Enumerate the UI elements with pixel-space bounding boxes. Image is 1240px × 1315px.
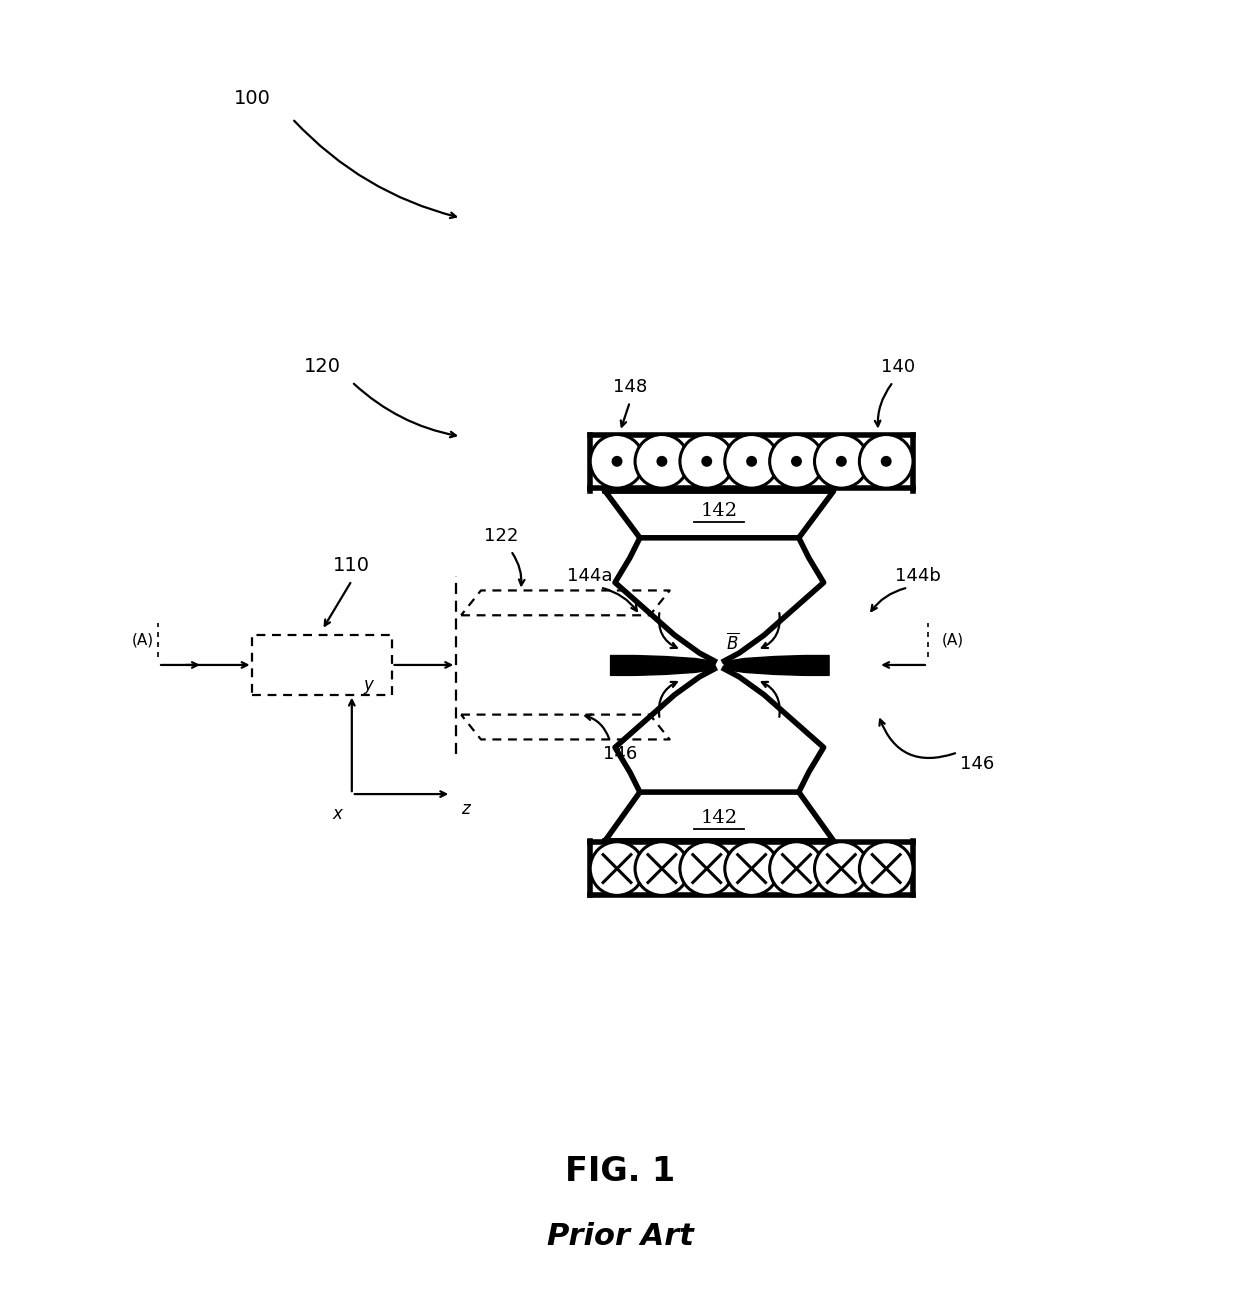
Circle shape: [635, 434, 688, 488]
Circle shape: [725, 434, 779, 488]
Text: 146: 146: [961, 755, 994, 773]
Circle shape: [680, 434, 734, 488]
Text: 144a: 144a: [568, 567, 613, 585]
Polygon shape: [461, 714, 670, 739]
Text: (A): (A): [133, 633, 154, 647]
Polygon shape: [461, 590, 670, 615]
Text: 142: 142: [701, 809, 738, 827]
Text: 122: 122: [484, 527, 518, 544]
Circle shape: [590, 842, 644, 896]
Circle shape: [815, 434, 868, 488]
Text: FIG. 1: FIG. 1: [565, 1155, 675, 1187]
Text: z: z: [461, 800, 470, 818]
Circle shape: [635, 842, 688, 896]
Text: 120: 120: [304, 358, 341, 376]
Circle shape: [702, 456, 712, 467]
Circle shape: [680, 842, 734, 896]
Circle shape: [725, 842, 779, 896]
Text: 144b: 144b: [895, 567, 941, 585]
Polygon shape: [605, 490, 833, 538]
Circle shape: [880, 456, 892, 467]
Polygon shape: [605, 792, 833, 840]
Text: Prior Art: Prior Art: [547, 1222, 693, 1251]
Circle shape: [791, 456, 802, 467]
Text: 148: 148: [613, 377, 647, 396]
Text: 100: 100: [234, 89, 270, 108]
Circle shape: [859, 842, 913, 896]
Circle shape: [859, 434, 913, 488]
Text: $\overline{B}$: $\overline{B}$: [727, 633, 740, 654]
Circle shape: [656, 456, 667, 467]
Circle shape: [815, 842, 868, 896]
Text: x: x: [332, 805, 342, 823]
Circle shape: [770, 434, 823, 488]
Circle shape: [836, 456, 847, 467]
Circle shape: [770, 842, 823, 896]
Text: 110: 110: [334, 556, 371, 575]
Text: 146: 146: [603, 746, 637, 763]
Bar: [253, 635, 392, 694]
Text: (A): (A): [941, 633, 963, 647]
Text: 140: 140: [882, 358, 915, 376]
Text: y: y: [363, 676, 373, 694]
Text: 142: 142: [701, 502, 738, 519]
Circle shape: [611, 456, 622, 467]
Circle shape: [590, 434, 644, 488]
Circle shape: [746, 456, 758, 467]
